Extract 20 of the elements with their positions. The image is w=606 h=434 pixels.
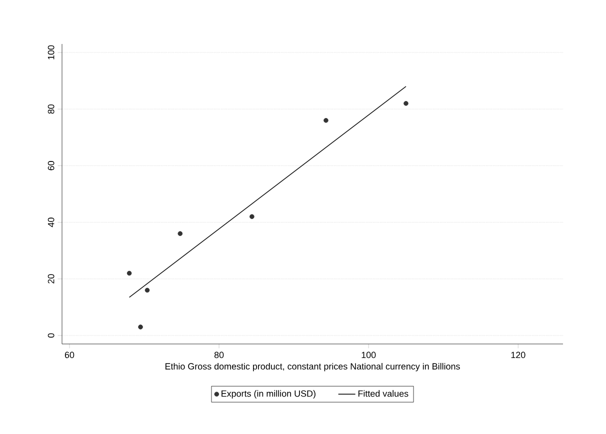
point — [144, 288, 150, 293]
x-tick-label: 80 — [214, 352, 224, 358]
y-tick-label: 20 — [48, 274, 54, 284]
y-tick-label: 100 — [48, 45, 54, 60]
x-tick-label: 100 — [362, 352, 376, 358]
y-tick-label: 60 — [48, 161, 54, 170]
y-tick-label: 80 — [48, 104, 54, 114]
y-tick-label: 0 — [48, 333, 54, 338]
legend-label: Exports (in million USD) — [222, 390, 316, 399]
y-tick-label: 40 — [48, 218, 54, 228]
point — [126, 270, 132, 276]
x-axis-title: Ethio Gross domestic product, constant prices National currency in Billions — [165, 362, 460, 372]
point — [250, 214, 254, 220]
x-tick-label: 60 — [64, 352, 74, 358]
point — [404, 101, 408, 106]
point — [138, 324, 143, 330]
point — [178, 231, 183, 236]
point — [324, 118, 328, 123]
x-tick-label: 120 — [511, 352, 526, 358]
legend-label: Fitted values — [358, 390, 408, 397]
